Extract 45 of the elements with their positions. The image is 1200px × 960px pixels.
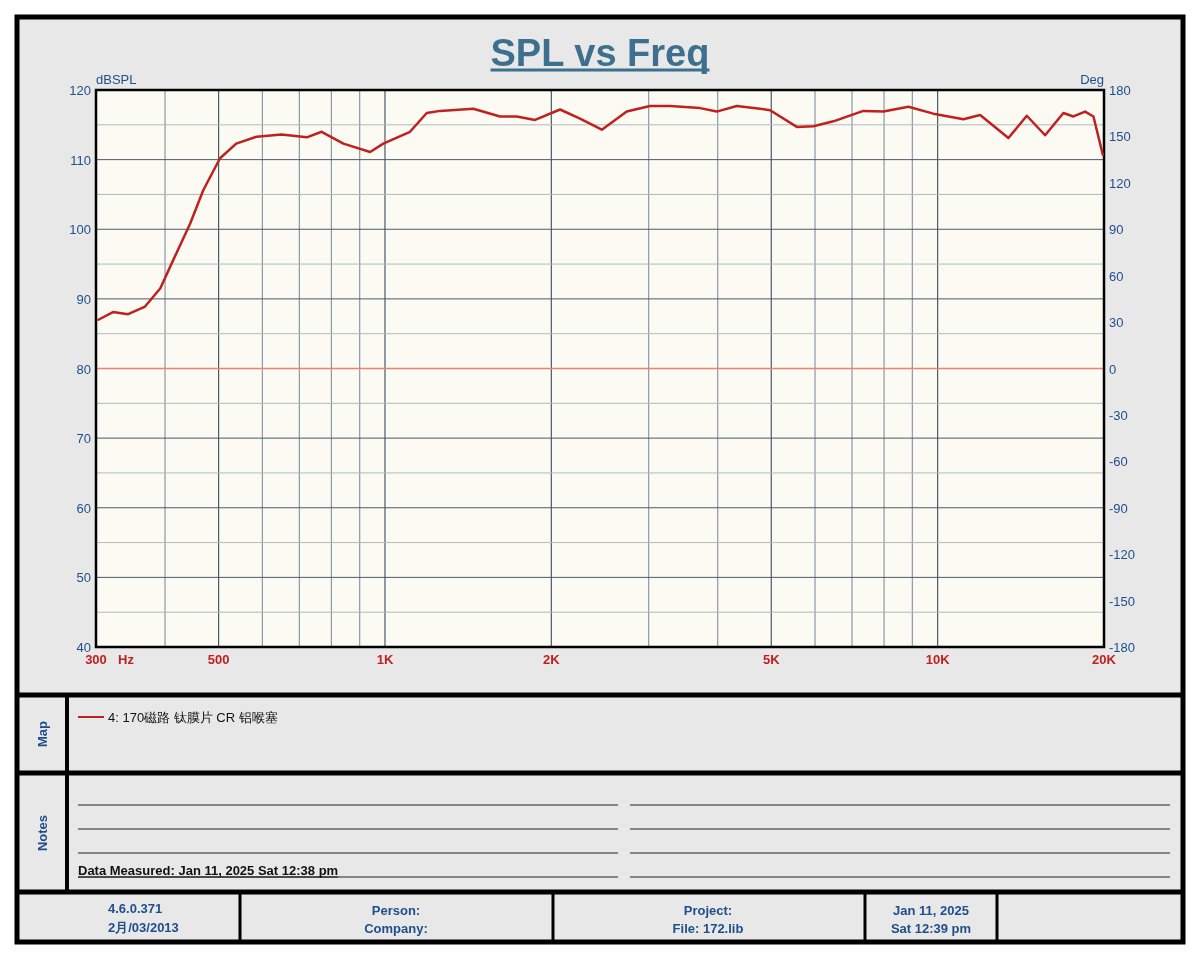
y-tick-label: 40 (76, 640, 91, 655)
text: Notes (35, 814, 50, 852)
y2-tick-label: -150 (1109, 593, 1136, 609)
legend-label: 4: 170磁路 钛膜片 CR 铝喉塞 (108, 710, 278, 725)
y2-tick-label: 120 (1109, 175, 1131, 191)
text: Company: (364, 921, 428, 936)
y-tick-label: 70 (76, 431, 91, 447)
y2-tick-label: 30 (1109, 315, 1124, 331)
y-tick-label: 110 (70, 152, 91, 168)
text: Map (35, 720, 50, 747)
x-tick-label: 2K (543, 652, 561, 667)
chart-title: SPL vs Freq (490, 32, 710, 74)
y2-tick-label: -30 (1109, 407, 1128, 423)
y2-tick-label: 60 (1109, 268, 1124, 284)
y2-tick-label: -120 (1109, 547, 1136, 563)
y-tick-label: 50 (76, 570, 91, 586)
y-tick-label: 90 (76, 291, 91, 307)
x-tick-label: 300 (85, 652, 107, 667)
text: Person: (371, 903, 421, 918)
y2-tick-label: 180 (1109, 83, 1131, 98)
text: 2月/03/2013 (108, 920, 179, 935)
x-tick-label: 1K (376, 652, 394, 667)
y-tick-label: 60 (76, 500, 91, 516)
y-axis-title: dBSPL (96, 72, 137, 87)
text: Jan 11, 2025 (893, 903, 969, 918)
text: File: 172.lib (672, 921, 744, 936)
y2-tick-label: 90 (1109, 222, 1124, 238)
y-tick-label: 120 (69, 83, 91, 98)
text: Data Measured: Jan 11, 2025 Sat 12:38 pm (78, 863, 339, 878)
text: Project: (683, 903, 733, 918)
y2-tick-label: 0 (1109, 361, 1117, 377)
y2-tick-label: -90 (1109, 500, 1128, 516)
y-tick-label: 80 (76, 361, 91, 377)
x-tick-label: 20K (1092, 652, 1117, 667)
x-tick-label: 500 (207, 652, 230, 667)
y2-axis-title: Deg (1080, 72, 1104, 87)
y2-tick-label: -60 (1109, 454, 1128, 470)
y-tick-label: 100 (69, 222, 91, 238)
x-tick-label: 10K (925, 652, 951, 667)
y2-tick-label: 150 (1109, 129, 1131, 145)
text: 4.6.0.371 (108, 901, 163, 916)
x-axis-title: Hz (118, 652, 135, 667)
x-tick-label: 5K (762, 652, 781, 667)
text: Sat 12:39 pm (890, 921, 972, 936)
y2-tick-label: -180 (1109, 640, 1136, 655)
